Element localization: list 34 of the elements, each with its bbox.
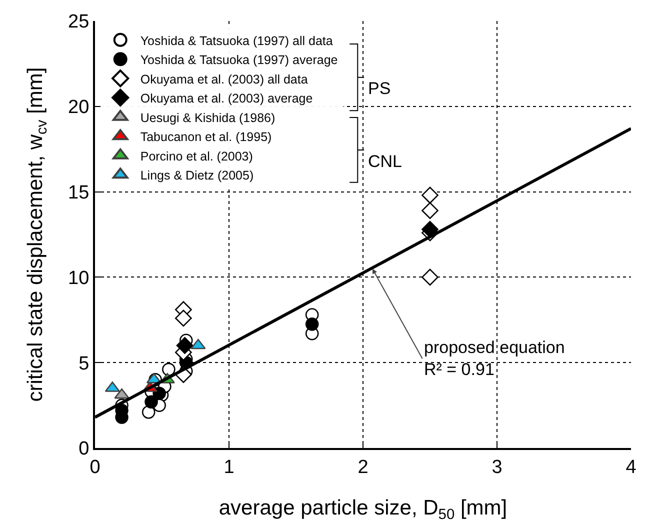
annotation: CNL [368,152,402,171]
point [114,388,130,399]
point [144,395,158,409]
point [162,362,176,376]
legend-label: Yoshida & Tatsuoka (1997) average [140,53,338,68]
annotation: proposed equation R² = 0.91 [424,338,565,380]
x-axis-title: average particle size, D$_{50}$ [mm] [218,496,508,523]
point [422,268,438,286]
annotation: PS [368,79,391,98]
point [422,186,438,204]
legend-label: Porcino et al. (2003) [140,149,253,164]
point [422,202,438,220]
point [422,220,438,238]
x-tick-label: 3 [492,456,502,478]
x-tick-label: 2 [358,456,368,478]
x-tick-label: 4 [626,456,637,478]
legend-label: Okuyama et al. (2003) all data [140,72,308,86]
legend-label: Lings & Dietz (2005) [140,168,254,183]
legend-label: Uesugi & Kishida (1986) [140,110,276,125]
point [305,318,319,331]
legend-label: Tabucanon et al. (1995) [140,130,272,144]
y-tick-label: 10 [68,268,90,289]
y-tick-label: 25 [68,12,90,33]
point [176,337,194,354]
point [152,386,166,400]
y-tick-label: 15 [68,182,90,204]
x-tick-label: 1 [224,456,234,478]
point [174,310,192,327]
y-tick-label: 0 [78,438,90,460]
legend-label: Okuyama et al. (2003) average [140,92,313,106]
y-tick-label: 5 [78,353,90,374]
point [190,338,206,350]
y-tick-label: 20 [68,97,90,118]
legend-label: Yoshida & Tatsuoka (1997) all data [140,34,333,48]
